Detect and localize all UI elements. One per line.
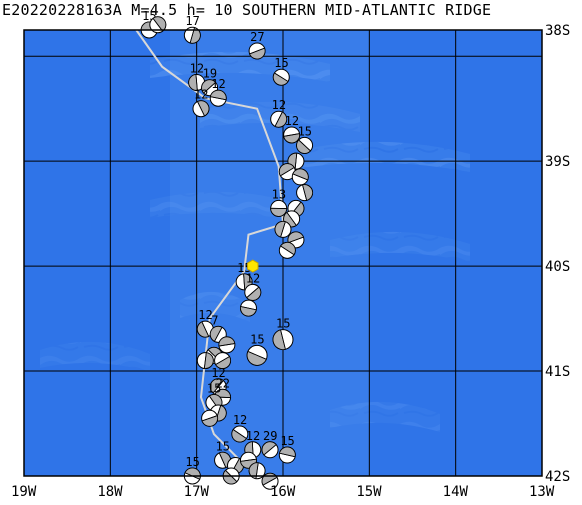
mechanism-depth-label: 15 <box>250 332 264 346</box>
mechanism-depth-label: 12 <box>211 366 225 380</box>
latitude-label: 38S <box>545 23 570 39</box>
epicenter-marker[interactable] <box>247 259 259 273</box>
mechanism-depth-label: 15 <box>216 439 230 453</box>
focal-mechanism[interactable]: 12 <box>270 98 288 128</box>
focal-mechanism[interactable] <box>296 184 314 202</box>
mechanism-depth-label: 15 <box>207 382 221 396</box>
plate-boundary <box>135 29 285 477</box>
longitude-label: 17W <box>184 484 210 500</box>
mechanism-depth-label: 15 <box>298 124 312 138</box>
focal-mechanism[interactable] <box>274 220 292 238</box>
focal-mechanism[interactable]: 15 <box>272 317 294 351</box>
focal-mechanism[interactable]: 12 <box>283 114 301 144</box>
latitude-label: 39S <box>545 154 570 170</box>
focal-mechanism[interactable] <box>287 231 305 249</box>
focal-mechanism[interactable]: 15 <box>246 332 268 366</box>
mechanism-depth-label: 12 <box>198 308 212 322</box>
map-frame <box>23 29 543 477</box>
focal-mechanism[interactable] <box>278 241 296 259</box>
mechanism-depth-label: 15 <box>274 56 288 70</box>
focal-mechanism[interactable]: 12 <box>196 308 214 338</box>
axis-labels: 19W 18W 17W 16W 15W 14W 13W 38S 39S 40S 41S 42S <box>11 23 570 500</box>
mechanism-depth-label: 7 <box>211 313 218 327</box>
ridge-band <box>150 191 300 222</box>
focal-mechanism[interactable] <box>218 336 236 354</box>
focal-mechanism[interactable]: 15 <box>278 434 296 464</box>
focal-mechanism[interactable]: 13 <box>270 187 288 217</box>
longitude-label: 18W <box>97 484 123 500</box>
mechanism-depth-label: 12 <box>246 429 260 443</box>
ridge-band <box>330 401 440 432</box>
mechanism-depth-label: 12 <box>272 98 286 112</box>
focal-mechanism[interactable] <box>291 168 309 186</box>
longitude-label: 14W <box>443 484 469 500</box>
focal-mechanism[interactable]: 12 <box>209 77 227 107</box>
event-title: E20220228163A M=4.5 h= 10 SOUTHERN MID-A… <box>2 1 492 19</box>
focal-mechanism[interactable]: 29 <box>261 429 279 459</box>
map-area[interactable]: 15 17271512191212121215131512127151512221… <box>23 9 543 490</box>
latitude-label: 40S <box>545 259 570 275</box>
focal-mechanism[interactable]: 12 <box>192 88 210 118</box>
focal-mechanism[interactable] <box>239 299 257 317</box>
latitude-label: 41S <box>545 364 570 380</box>
ridge-band <box>300 141 470 172</box>
ridge-band <box>40 341 150 372</box>
mechanism-depth-label: 27 <box>250 30 264 44</box>
longitude-label: 13W <box>529 484 555 500</box>
longitude-label: 19W <box>11 484 37 500</box>
ridge-band <box>180 291 250 322</box>
focal-mechanism[interactable]: 27 <box>248 30 266 60</box>
mechanism-depth-label: 12 <box>285 114 299 128</box>
focal-mechanism[interactable]: 17 <box>183 14 201 44</box>
focal-mechanism[interactable] <box>214 352 232 370</box>
focal-mechanism[interactable] <box>222 467 240 485</box>
focal-mechanism[interactable]: 12 <box>231 413 249 443</box>
focal-mechanism[interactable]: 15 <box>272 56 290 86</box>
mechanism-depth-label: 17 <box>185 14 199 28</box>
latitude-label: 42S <box>545 469 570 485</box>
focal-mechanism[interactable] <box>196 352 214 370</box>
longitude-label: 16W <box>270 484 296 500</box>
ridge-band <box>330 231 470 262</box>
mechanism-depth-label: 13 <box>272 187 286 201</box>
focal-mechanism[interactable]: 15 <box>214 439 232 469</box>
mechanism-depth-label: 12 <box>190 61 204 75</box>
mechanism-depth-label: 12 <box>211 77 225 91</box>
focal-mechanism[interactable] <box>149 16 167 34</box>
mechanism-depth-label: 19 <box>203 67 217 81</box>
focal-mechanism[interactable] <box>201 409 219 427</box>
focal-mechanism[interactable]: 12 <box>188 61 206 91</box>
mechanism-depth-label: 22 <box>216 376 230 390</box>
focal-mechanism[interactable]: 15 <box>296 124 314 154</box>
mechanism-depth-label: 12 <box>233 413 247 427</box>
mechanism-depth-label: 15 <box>185 455 199 469</box>
mechanism-depth-label: 12 <box>194 88 208 102</box>
mechanism-depth-label: 15 <box>280 434 294 448</box>
focal-mechanism[interactable]: 12 <box>244 271 262 301</box>
longitude-label: 15W <box>356 484 382 500</box>
mechanism-depth-label: 12 <box>246 271 260 285</box>
mechanism-depth-label: 15 <box>276 317 290 331</box>
focal-mechanism[interactable] <box>278 163 296 181</box>
mechanism-depth-label: 29 <box>263 429 277 443</box>
